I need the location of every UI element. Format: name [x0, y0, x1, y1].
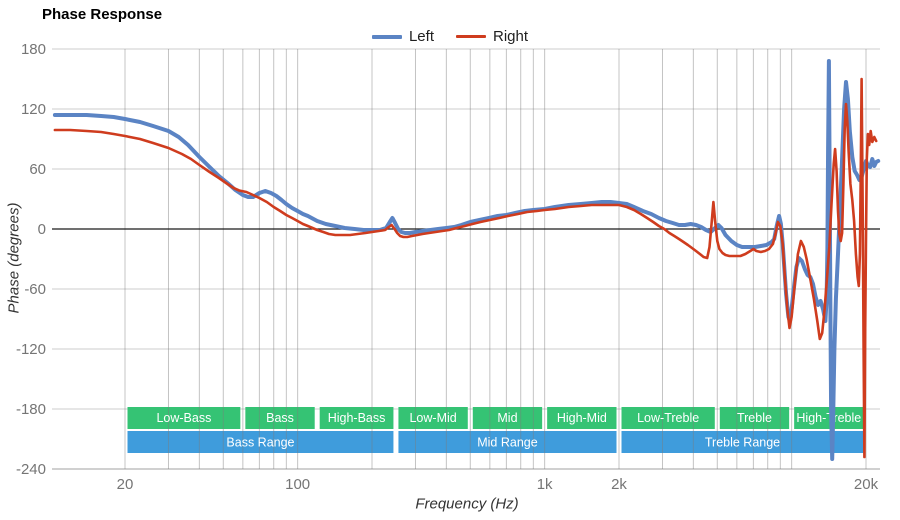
- y-tick-label-0: 0: [38, 221, 46, 238]
- x-axis-title: Frequency (Hz): [415, 495, 519, 513]
- band-label: Low-Bass: [156, 411, 211, 425]
- y-tick-label-180: 180: [21, 41, 46, 58]
- band-label: High-Treble: [796, 411, 861, 425]
- legend-swatch-left: [371, 34, 402, 39]
- band-treble: [719, 407, 790, 429]
- band-label: Bass: [266, 411, 294, 425]
- band-label: Low-Mid: [409, 411, 456, 425]
- x-tick-label-20: 20: [117, 476, 134, 493]
- band-bass-range: [127, 431, 394, 453]
- x-tick-label-1k: 1k: [537, 476, 553, 493]
- band-bass: [245, 407, 315, 429]
- band-label: Low-Treble: [637, 411, 699, 425]
- band-label: Treble: [737, 411, 772, 425]
- y-tick-label-60: 60: [29, 161, 46, 178]
- band-high-mid: [547, 407, 617, 429]
- band-treble-range: [621, 431, 864, 453]
- series-left-curve: [52, 59, 881, 461]
- legend: Left Right: [0, 28, 900, 45]
- y-tick-label--240: -240: [16, 461, 46, 478]
- y-tick-label-120: 120: [21, 101, 46, 118]
- legend-label: Left: [408, 28, 434, 45]
- band-label: Mid Range: [477, 436, 537, 450]
- band-mid-range: [398, 431, 617, 453]
- y-tick-label--120: -120: [16, 341, 46, 358]
- band-mid: [472, 407, 543, 429]
- y-tick-label--180: -180: [16, 401, 46, 418]
- band-low-mid: [398, 407, 468, 429]
- band-low-treble: [621, 407, 715, 429]
- band-label: High-Mid: [557, 411, 607, 425]
- chart-title: Phase Response: [42, 6, 163, 23]
- y-tick-label--60: -60: [24, 281, 46, 298]
- legend-item-right: Right: [456, 28, 528, 45]
- legend-label: Right: [493, 28, 529, 45]
- legend-swatch-right: [456, 35, 486, 38]
- band-label: Mid: [497, 411, 517, 425]
- band-high-bass: [319, 407, 394, 429]
- x-tick-label-20k: 20k: [854, 476, 879, 493]
- series-right-curve: [53, 77, 878, 459]
- x-tick-label-2k: 2k: [611, 476, 627, 493]
- x-tick-label-100: 100: [285, 476, 310, 493]
- band-low-bass: [127, 407, 241, 429]
- y-axis-title: Phase (degrees): [5, 202, 23, 314]
- legend-item-left: Left: [371, 28, 434, 45]
- band-label: Treble Range: [705, 436, 780, 450]
- band-label: Bass Range: [226, 436, 294, 450]
- band-label: High-Bass: [328, 411, 386, 425]
- band-high-treble: [794, 407, 864, 429]
